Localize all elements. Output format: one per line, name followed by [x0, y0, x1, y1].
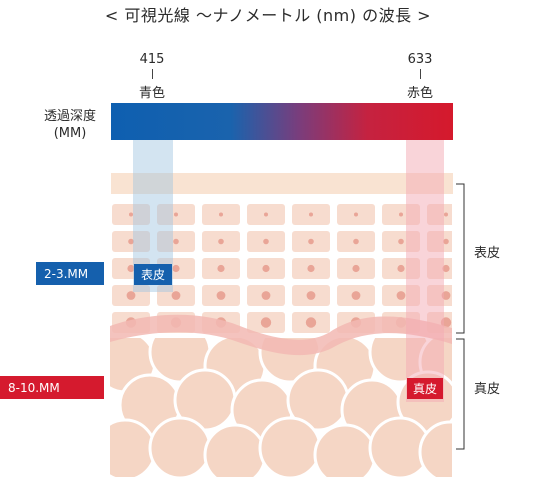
wavelength-blue-color: 青色 [138, 86, 165, 101]
wavelength-red-label: 633 赤色 [390, 52, 450, 101]
cell-nucleus [398, 238, 404, 245]
cell-nucleus [444, 212, 448, 217]
dermis-cell [110, 418, 157, 477]
cell-nucleus [262, 264, 270, 273]
cell-nucleus [126, 291, 136, 300]
cell-nucleus [443, 238, 449, 245]
blue-layer-badge: 表皮 [134, 264, 172, 285]
cell-nucleus [217, 264, 225, 273]
cell-nucleus [397, 264, 405, 273]
cell-nucleus [305, 317, 317, 328]
cell-nucleus [127, 264, 135, 273]
epidermis-side-label: 表皮 [474, 246, 501, 261]
epidermis-bracket [456, 183, 465, 334]
dermis-cell [203, 423, 267, 477]
cell-nucleus [173, 238, 179, 245]
cell-nucleus [174, 212, 178, 217]
penetration-depth-label-line1: 透過深度 [43, 109, 96, 124]
dermis-cells [110, 338, 452, 477]
wavelength-blue-value: 415 [139, 52, 165, 67]
wavelength-red-value: 633 [407, 52, 433, 67]
cell-nucleus [129, 212, 133, 217]
cell-nucleus [309, 212, 313, 217]
cell-nucleus [307, 264, 315, 273]
cell-nucleus [172, 264, 180, 273]
red-layer-badge: 真皮 [407, 378, 443, 399]
cell-nucleus [260, 317, 272, 328]
cell-nucleus [219, 212, 223, 217]
epidermis-dermis-boundary [110, 314, 452, 356]
spectrum-bar [111, 103, 453, 140]
dermis-cell [148, 416, 212, 477]
wavelength-blue-label: 415 青色 [122, 52, 182, 101]
cell-nucleus [399, 212, 403, 217]
red-depth-badge: 8-10.MM [0, 376, 104, 399]
cell-nucleus [353, 238, 359, 245]
cell-nucleus [354, 212, 358, 217]
wavelength-blue-tick [151, 69, 153, 79]
red-light-column [406, 140, 444, 402]
wavelength-red-color: 赤色 [406, 86, 433, 101]
dermis-cell [418, 420, 452, 477]
cell-nucleus [306, 291, 316, 300]
cell-nucleus [263, 238, 269, 245]
cell-nucleus [351, 291, 361, 300]
cell-nucleus [171, 291, 181, 300]
dermis-cell [313, 423, 377, 477]
penetration-depth-label-line2: (MM) [53, 126, 87, 141]
cell-nucleus [352, 264, 360, 273]
cell-nucleus [128, 238, 134, 245]
wavelength-red-tick [419, 69, 421, 79]
cell-nucleus [261, 291, 271, 300]
cell-nucleus [442, 264, 450, 273]
blue-depth-badge: 2-3.MM [36, 262, 104, 285]
cell-nucleus [218, 238, 224, 245]
cell-nucleus [396, 291, 406, 300]
dermis-bracket [456, 338, 465, 450]
cell-nucleus [216, 291, 226, 300]
dermis-cell [258, 416, 322, 477]
cell-nucleus [308, 238, 314, 245]
stratum-corneum-band [111, 173, 453, 194]
penetration-depth-label: 透過深度 (MM) [34, 108, 106, 142]
red-depth-badge-text: 8-10.MM [8, 380, 60, 395]
page-title: < 可視光線 〜ナノメートル (nm) の波長 > [104, 6, 432, 25]
dermis-side-label: 真皮 [474, 382, 501, 397]
cell-nucleus [264, 212, 268, 217]
